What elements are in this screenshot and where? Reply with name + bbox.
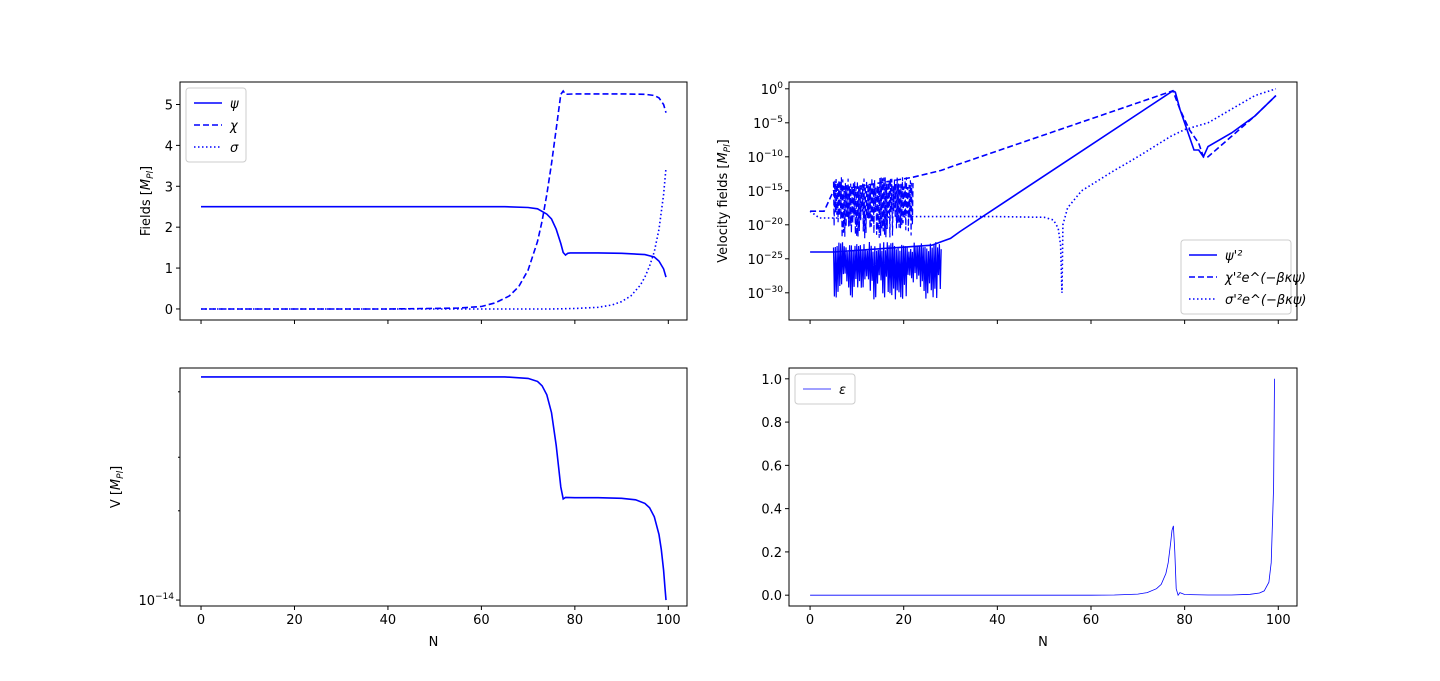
y-tick-label: 10−20 [747, 217, 783, 234]
y-tick-label: 100 [761, 81, 784, 98]
y-tick-label: 0.2 [761, 546, 782, 561]
x-tick-label: 80 [1176, 613, 1193, 628]
y-tick-label: 10−30 [747, 285, 783, 302]
y-tick-label: 4 [165, 139, 173, 154]
legend-label: σ'²e^(−βκψ) [1225, 293, 1307, 308]
series-line [809, 88, 1277, 293]
y-tick-label: 10−14 [138, 592, 174, 609]
y-tick-label: 10−25 [747, 251, 783, 268]
axes-frame [179, 81, 688, 321]
x-axis-label: N [1038, 635, 1048, 650]
plot-area [201, 376, 667, 601]
legend-label: ψ [230, 97, 239, 112]
y-tick-label: 1 [165, 262, 173, 277]
x-tick-label: 100 [1266, 613, 1291, 628]
plot-area [201, 89, 667, 310]
y-tick-label: 0.6 [761, 459, 782, 474]
series-line [201, 89, 667, 310]
x-tick-label: 40 [380, 613, 397, 628]
series-line [810, 378, 1275, 597]
y-tick-label: 0.4 [761, 503, 782, 518]
x-tick-label: 20 [286, 613, 303, 628]
y-tick-label: 0 [165, 303, 173, 318]
axes-frame [788, 367, 1298, 607]
series-line [201, 376, 667, 601]
y-axis-label: V [MPl] [109, 466, 126, 508]
x-tick-label: 20 [895, 613, 912, 628]
legend-label: ε [839, 383, 846, 398]
x-tick-label: 60 [1083, 613, 1100, 628]
panel-bottom-left: 0 20 40 60 80 100 N 10−14 V [MPl] [109, 367, 688, 650]
x-tick-label: 60 [473, 613, 490, 628]
x-tick-label: 40 [989, 613, 1006, 628]
plot-area [809, 88, 1277, 300]
x-tick-label: 0 [806, 613, 814, 628]
x-axis-label: N [429, 635, 439, 650]
x-tick-label: 100 [656, 613, 681, 628]
y-tick-label: 3 [165, 180, 173, 195]
legend-label: ψ'² [1225, 249, 1242, 264]
series-oscillation [832, 177, 914, 239]
series-oscillation [832, 241, 942, 300]
series-line [201, 205, 667, 278]
panel-top-left: 0 1 2 3 4 5 Fields [MPl] ψχσ [139, 81, 688, 324]
legend: ε [794, 373, 856, 405]
y-tick-label: 1.0 [761, 373, 782, 388]
legend: ψχσ [185, 87, 247, 163]
legend-label: σ [230, 141, 239, 156]
y-tick-label: 10−10 [747, 149, 783, 166]
legend-label: χ'²e^(−βκψ) [1224, 271, 1306, 286]
y-axis-label: Velocity fields [MPl] [716, 139, 733, 262]
legend: ψ'² χ'²e^(−βκψ) σ'²e^(−βκψ) [1180, 239, 1307, 315]
axes-frame [179, 367, 688, 607]
panel-bottom-right: 0 20 40 60 80 100 N 0.0 0.2 0.4 0.6 0.8 1.0 ε [761, 367, 1298, 650]
y-tick-label: 0.0 [761, 589, 782, 604]
legend-box [1180, 239, 1292, 315]
panel-top-right: 100 10−5 10−10 10−15 10−20 10−25 10−30 Velocity… [716, 81, 1307, 324]
y-tick-label: 10−5 [753, 115, 783, 132]
plot-area [810, 378, 1275, 597]
legend-label: χ [229, 119, 239, 134]
y-tick-label: 10−15 [747, 183, 783, 200]
y-axis-label: Fields [MPl] [139, 166, 156, 236]
y-tick-label: 0.8 [761, 416, 782, 431]
y-tick-label: 5 [165, 98, 173, 113]
y-tick-label: 2 [165, 221, 173, 236]
x-tick-label: 80 [567, 613, 584, 628]
series-line [201, 167, 667, 310]
x-tick-label: 0 [197, 613, 205, 628]
axes-frame [788, 81, 1298, 321]
